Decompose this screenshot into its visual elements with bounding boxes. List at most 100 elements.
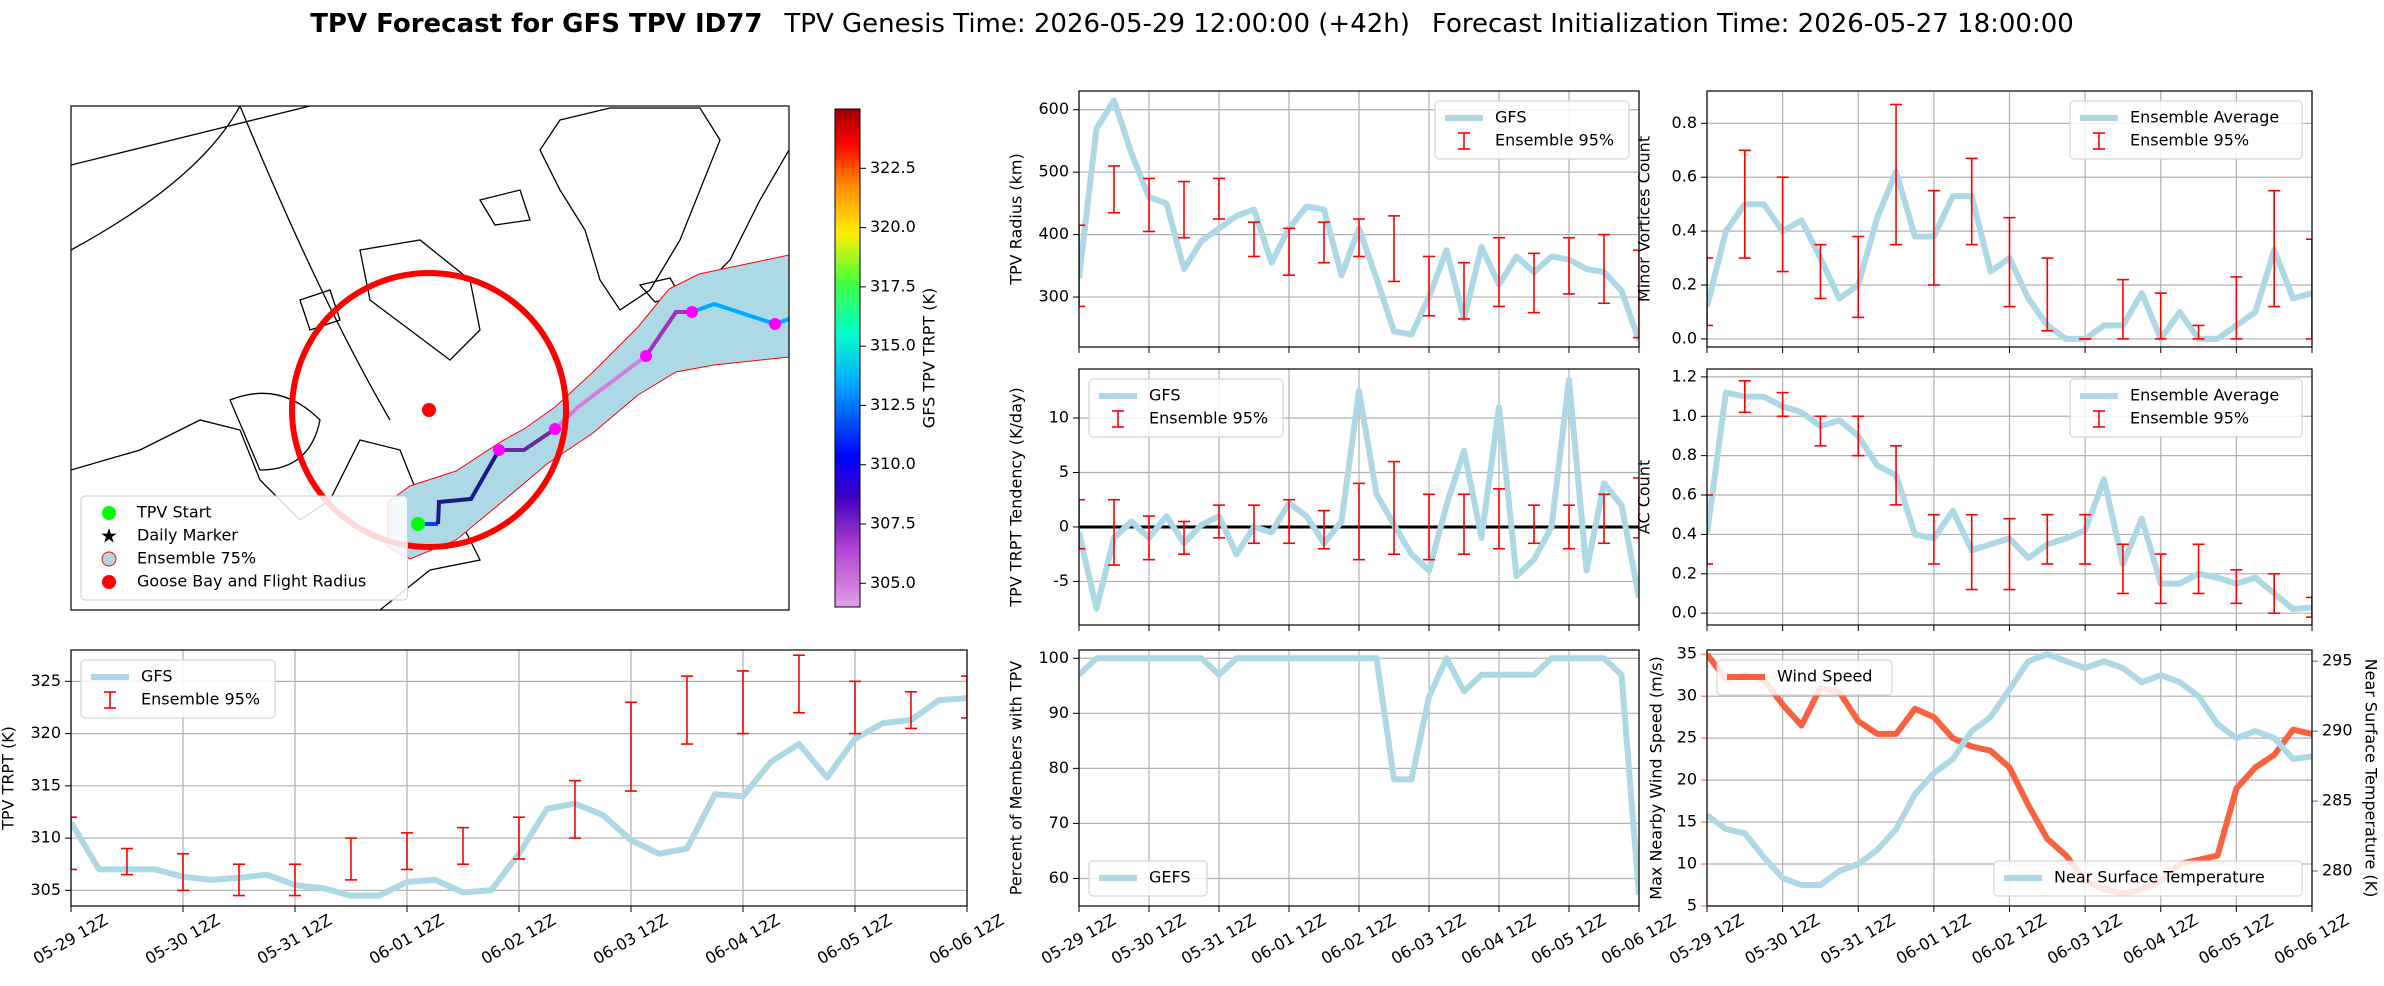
y-tick-label: 0.4 (1672, 524, 1697, 543)
legend-label: Ensemble Average (2130, 386, 2279, 405)
error-bar (1388, 215, 1400, 283)
y-tick-label: 0.2 (1672, 275, 1697, 294)
y-axis-label: AC Count (1635, 460, 1654, 534)
ensemble-area (387, 254, 789, 560)
y-tick-label: 15 (1677, 812, 1697, 831)
plot-frame (1706, 368, 2313, 626)
error-bar (1890, 103, 1903, 246)
x-tick-label: 05-30 12Z (1741, 910, 1822, 968)
y-tick-label: 10 (1677, 854, 1697, 873)
y2-tick-label: 280 (2322, 861, 2353, 880)
error-bar (1707, 494, 1713, 565)
y-tick-label: 1.2 (1672, 366, 1697, 385)
y-tick-label: 0.0 (1672, 328, 1697, 347)
x-tick-label: 06-02 12Z (1318, 910, 1399, 968)
error-bar (1248, 221, 1260, 258)
colorbar-tick-label: 307.5 (870, 514, 916, 533)
plot-frame (1078, 649, 1640, 907)
error-bar (2192, 543, 2205, 595)
error-bar (1318, 509, 1330, 550)
error-bar (961, 675, 967, 719)
error-bar (401, 832, 413, 871)
legend-marker (101, 551, 117, 567)
y-tick-label: 0.0 (1672, 603, 1697, 622)
legend-box (1716, 659, 1893, 696)
y-tick-label: 70 (1049, 813, 1069, 832)
legend-label: Ensemble 95% (141, 690, 260, 709)
plot-frame (1706, 90, 2313, 348)
error-bar (1633, 477, 1639, 539)
error-bar (513, 816, 525, 860)
error-bar (1852, 415, 1865, 457)
error-bar (569, 779, 581, 839)
legend-label: Goose Bay and Flight Radius (137, 572, 366, 591)
title-genesis: TPV Genesis Time: 2026-05-29 12:00:00 (+… (783, 9, 1410, 39)
y-tick-label: 5 (1059, 462, 1069, 481)
error-bar (1738, 380, 1751, 414)
error-bar (1776, 176, 1789, 273)
series-layer (1707, 103, 2312, 342)
error-bar (681, 675, 693, 745)
y-tick-label: 0.6 (1672, 167, 1697, 186)
error-bar (1283, 227, 1295, 276)
error-bar (1178, 520, 1190, 555)
daily-markers (493, 306, 781, 456)
series-line (1079, 376, 1639, 612)
x-tick-label: 05-31 12Z (1817, 910, 1898, 968)
error-bar (625, 701, 637, 792)
y-tick-label: 20 (1677, 770, 1697, 789)
error-bar (1965, 513, 1978, 591)
coastlines (71, 106, 789, 610)
y-tick-label: 80 (1049, 758, 1069, 777)
y-axis-label: Max Nearby Wind Speed (m/s) (1647, 656, 1666, 899)
error-bar (2041, 257, 2054, 332)
y-tick-label: 325 (30, 671, 61, 690)
error-bar (1563, 504, 1575, 550)
legend-box (1434, 100, 1630, 160)
colorbar-tick-label: 317.5 (870, 276, 916, 295)
y-tick-label: 300 (1038, 287, 1069, 306)
legend-label: GFS (1149, 386, 1180, 405)
error-bar (1814, 243, 1827, 300)
colorbar-tick-label: 315.0 (870, 336, 916, 355)
x-tick-label: 05-30 12Z (142, 910, 223, 968)
error-bar (1528, 504, 1540, 545)
y-tick-label: 0 (1059, 516, 1069, 535)
colorbar (834, 108, 861, 608)
x-tick-label: 06-02 12Z (1968, 910, 2049, 968)
error-bar (71, 816, 77, 871)
error-bar (2230, 276, 2243, 340)
error-bar (1528, 252, 1540, 314)
y-axis-label: Minor Vortices Count (1635, 136, 1654, 302)
error-bar (345, 837, 357, 881)
legend-box (80, 495, 408, 601)
error-bar (1598, 493, 1610, 545)
legend-marker: ★ (100, 524, 118, 548)
y-tick-label: 90 (1049, 703, 1069, 722)
x-tick-label: 06-03 12Z (1388, 910, 1469, 968)
error-bar (905, 690, 917, 730)
x-tick-label: 06-06 12Z (2271, 910, 2352, 968)
error-bar (2268, 572, 2281, 614)
error-bar (1353, 482, 1365, 561)
x-tick-label: 05-31 12Z (1178, 910, 1259, 968)
legend-box (2069, 378, 2303, 438)
colorbar-tick-label: 312.5 (870, 395, 916, 414)
error-bar (1738, 149, 1751, 259)
x-tick-label: 05-29 12Z (30, 910, 111, 968)
plot-frame (70, 649, 968, 907)
error-bar (1707, 257, 1713, 327)
x-tick-label: 06-01 12Z (1893, 910, 1974, 968)
x-tick-label: 05-29 12Z (1038, 910, 1119, 968)
colorbar-label: GFS TPV TRPT (K) (920, 288, 939, 428)
error-bar (1927, 189, 1940, 286)
series-layer (1707, 380, 2312, 618)
colorbar-tick-label: 320.0 (870, 217, 916, 236)
error-bar (1318, 221, 1330, 264)
x-tick-label: 06-03 12Z (590, 910, 671, 968)
error-bar (2154, 292, 2167, 340)
legend-label: Ensemble Average (2130, 108, 2279, 127)
y-tick-label: 600 (1038, 99, 1069, 118)
